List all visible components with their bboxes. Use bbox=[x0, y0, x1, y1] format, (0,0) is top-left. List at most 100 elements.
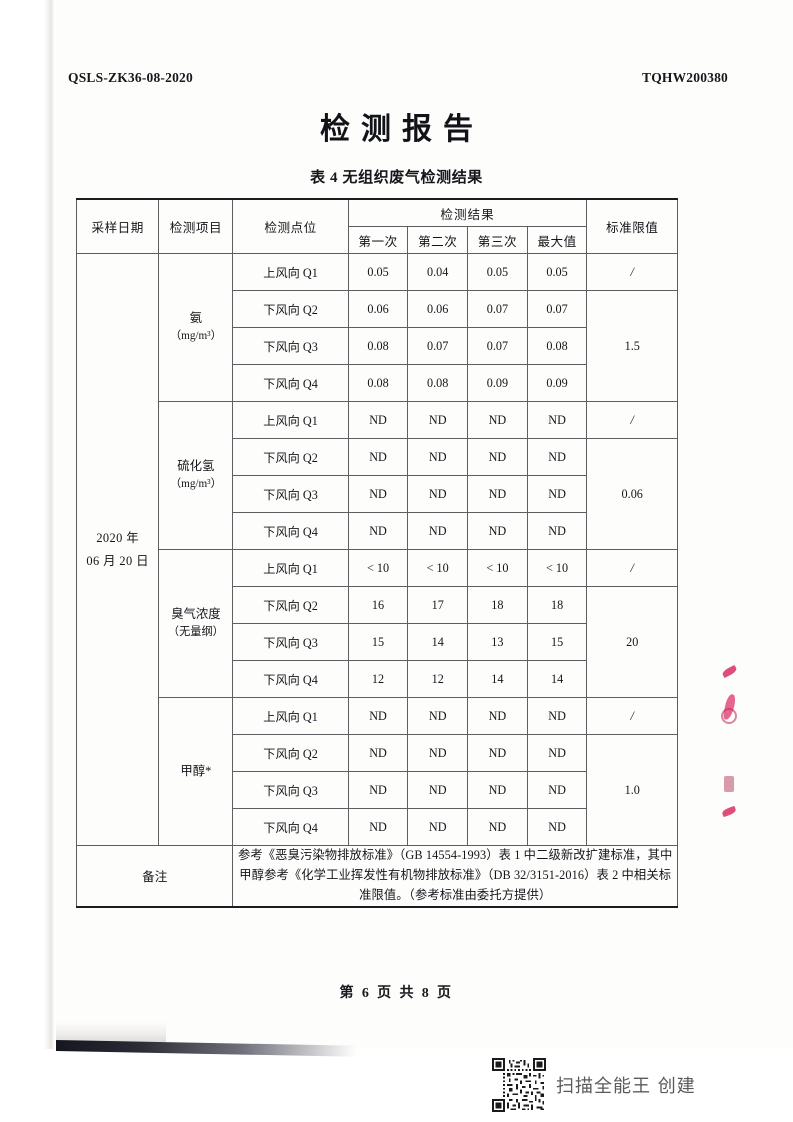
col-header-standard-limit: 标准限值 bbox=[586, 198, 678, 254]
cell-test-point: 下风向 Q3 bbox=[232, 771, 349, 809]
cell-test-point: 上风向 Q1 bbox=[232, 401, 349, 439]
cell-test-point: 上风向 Q1 bbox=[232, 253, 349, 291]
col-header-run-2: 第二次 bbox=[407, 226, 469, 254]
cell-run-2: < 10 bbox=[407, 549, 469, 587]
camscanner-watermark: 扫描全能王 创建 bbox=[492, 1058, 696, 1112]
cell-run-3: < 10 bbox=[467, 549, 528, 587]
air-quality-results-table: 采样日期 检测项目 检测点位 检测结果 标准限值 第一次 第二次 第三次 最大值… bbox=[75, 198, 678, 908]
cell-run-1: ND bbox=[347, 475, 409, 513]
cell-run-1: ND bbox=[347, 697, 409, 735]
col-header-run-3: 第三次 bbox=[467, 226, 528, 254]
cell-test-item: 臭气浓度 （无量纲） bbox=[158, 549, 234, 698]
table-row: 2020 年 06 月 20 日 氨 （mg/m³） 上风向 Q1 0.05 0… bbox=[75, 253, 678, 846]
col-header-sampling-date: 采样日期 bbox=[75, 198, 160, 254]
table-row: 硫化氢 （mg/m³） 上风向 Q1 ND ND ND ND / bbox=[77, 401, 678, 550]
cell-run-3: ND bbox=[467, 734, 528, 772]
cell-test-point: 下风向 Q2 bbox=[232, 438, 349, 476]
cell-run-2: ND bbox=[407, 697, 469, 735]
document-header: QSLS-ZK36-08-2020 TQHW200380 bbox=[68, 70, 728, 86]
test-item-name: 氨 bbox=[189, 311, 203, 326]
cell-run-1: ND bbox=[347, 808, 409, 846]
cell-max: 0.07 bbox=[526, 290, 588, 328]
cell-run-1: 0.08 bbox=[347, 364, 409, 402]
cell-test-point: 下风向 Q2 bbox=[232, 586, 349, 624]
watermark-text: 扫描全能王 创建 bbox=[556, 1076, 696, 1097]
cell-run-1: ND bbox=[347, 771, 409, 809]
cell-test-point: 下风向 Q2 bbox=[232, 290, 349, 328]
cell-run-2: 12 bbox=[407, 660, 469, 698]
test-item-name: 臭气浓度 bbox=[171, 607, 221, 622]
cell-run-1: 15 bbox=[347, 623, 409, 661]
cell-run-1: 0.05 bbox=[347, 253, 409, 291]
cell-run-3: 0.05 bbox=[467, 253, 528, 291]
cell-run-3: 0.07 bbox=[467, 327, 528, 365]
cell-run-2: ND bbox=[407, 808, 469, 846]
cell-run-3: 0.07 bbox=[467, 290, 528, 328]
cell-run-1: ND bbox=[347, 438, 409, 476]
cell-run-2: 0.06 bbox=[407, 290, 469, 328]
cell-run-3: 0.09 bbox=[467, 364, 528, 402]
cell-standard-limit: 1.5 bbox=[586, 290, 678, 402]
cell-run-3: ND bbox=[467, 771, 528, 809]
cell-run-3: 18 bbox=[467, 586, 528, 624]
cell-run-3: ND bbox=[467, 512, 528, 550]
cell-run-2: ND bbox=[407, 401, 469, 439]
cell-run-3: ND bbox=[467, 401, 528, 439]
cell-max: ND bbox=[526, 512, 588, 550]
cell-run-1: ND bbox=[347, 401, 409, 439]
cell-max: ND bbox=[526, 475, 588, 513]
cell-run-2: ND bbox=[407, 734, 469, 772]
col-header-max: 最大值 bbox=[526, 226, 588, 254]
sampling-date-day: 06 月 20 日 bbox=[86, 553, 149, 568]
cell-run-1: 16 bbox=[347, 586, 409, 624]
cell-test-item: 氨 （mg/m³） bbox=[158, 253, 234, 402]
cell-standard-limit: 1.0 bbox=[586, 734, 678, 846]
cell-standard-limit-upwind: / bbox=[586, 253, 678, 291]
table-row: 下风向 Q3 ND ND ND ND bbox=[77, 475, 678, 513]
table-notes-row: 备注 参考《恶臭污染物排放标准》（GB 14554-1993）表 1 中二级新改… bbox=[75, 844, 678, 908]
table-row: 下风向 Q4 0.08 0.08 0.09 0.09 bbox=[77, 364, 678, 402]
cell-test-point: 下风向 Q3 bbox=[232, 623, 349, 661]
cell-run-1: 12 bbox=[347, 660, 409, 698]
table-row: 下风向 Q3 0.08 0.07 0.07 0.08 bbox=[77, 327, 678, 365]
table-row: 下风向 Q3 15 14 13 15 bbox=[77, 623, 678, 661]
cell-max: 15 bbox=[526, 623, 588, 661]
table-row: 下风向 Q2 ND ND ND ND 1.0 bbox=[77, 734, 678, 846]
scan-gutter bbox=[44, 0, 54, 1049]
cell-run-1: < 10 bbox=[347, 549, 409, 587]
cell-run-2: ND bbox=[407, 771, 469, 809]
table-row: 下风向 Q3 ND ND ND ND bbox=[77, 771, 678, 809]
table-row: 下风向 Q2 0.06 0.06 0.07 0.07 1.5 bbox=[77, 290, 678, 402]
cell-max: ND bbox=[526, 771, 588, 809]
cell-max: 14 bbox=[526, 660, 588, 698]
cell-run-3: 14 bbox=[467, 660, 528, 698]
cell-test-point: 下风向 Q4 bbox=[232, 364, 349, 402]
cell-run-2: ND bbox=[407, 475, 469, 513]
cell-max: ND bbox=[526, 734, 588, 772]
cell-test-point: 下风向 Q4 bbox=[232, 808, 349, 846]
cell-run-2: 0.08 bbox=[407, 364, 469, 402]
cell-standard-limit-upwind: / bbox=[586, 697, 678, 735]
col-header-test-item: 检测项目 bbox=[158, 198, 234, 254]
cell-test-point: 下风向 Q4 bbox=[232, 512, 349, 550]
cell-standard-limit: 0.06 bbox=[586, 438, 678, 550]
notes-label: 备注 bbox=[75, 844, 234, 908]
cell-run-2: ND bbox=[407, 512, 469, 550]
col-header-test-point: 检测点位 bbox=[232, 198, 349, 254]
cell-test-item: 硫化氢 （mg/m³） bbox=[158, 401, 234, 550]
cell-run-2: 14 bbox=[407, 623, 469, 661]
notes-text: 参考《恶臭污染物排放标准》（GB 14554-1993）表 1 中二级新改扩建标… bbox=[232, 844, 678, 908]
cell-test-point: 下风向 Q3 bbox=[232, 327, 349, 365]
test-item-name: 甲醇* bbox=[180, 763, 212, 778]
cell-test-point: 上风向 Q1 bbox=[232, 549, 349, 587]
cell-run-2: 0.07 bbox=[407, 327, 469, 365]
cell-test-point: 下风向 Q2 bbox=[232, 734, 349, 772]
cell-max: 0.05 bbox=[526, 253, 588, 291]
cell-test-point: 下风向 Q4 bbox=[232, 660, 349, 698]
col-header-results-group: 检测结果 bbox=[347, 198, 588, 227]
cell-max: ND bbox=[526, 808, 588, 846]
cell-run-1: ND bbox=[347, 512, 409, 550]
document-code: QSLS-ZK36-08-2020 bbox=[68, 70, 193, 85]
qr-code-icon bbox=[492, 1058, 546, 1112]
